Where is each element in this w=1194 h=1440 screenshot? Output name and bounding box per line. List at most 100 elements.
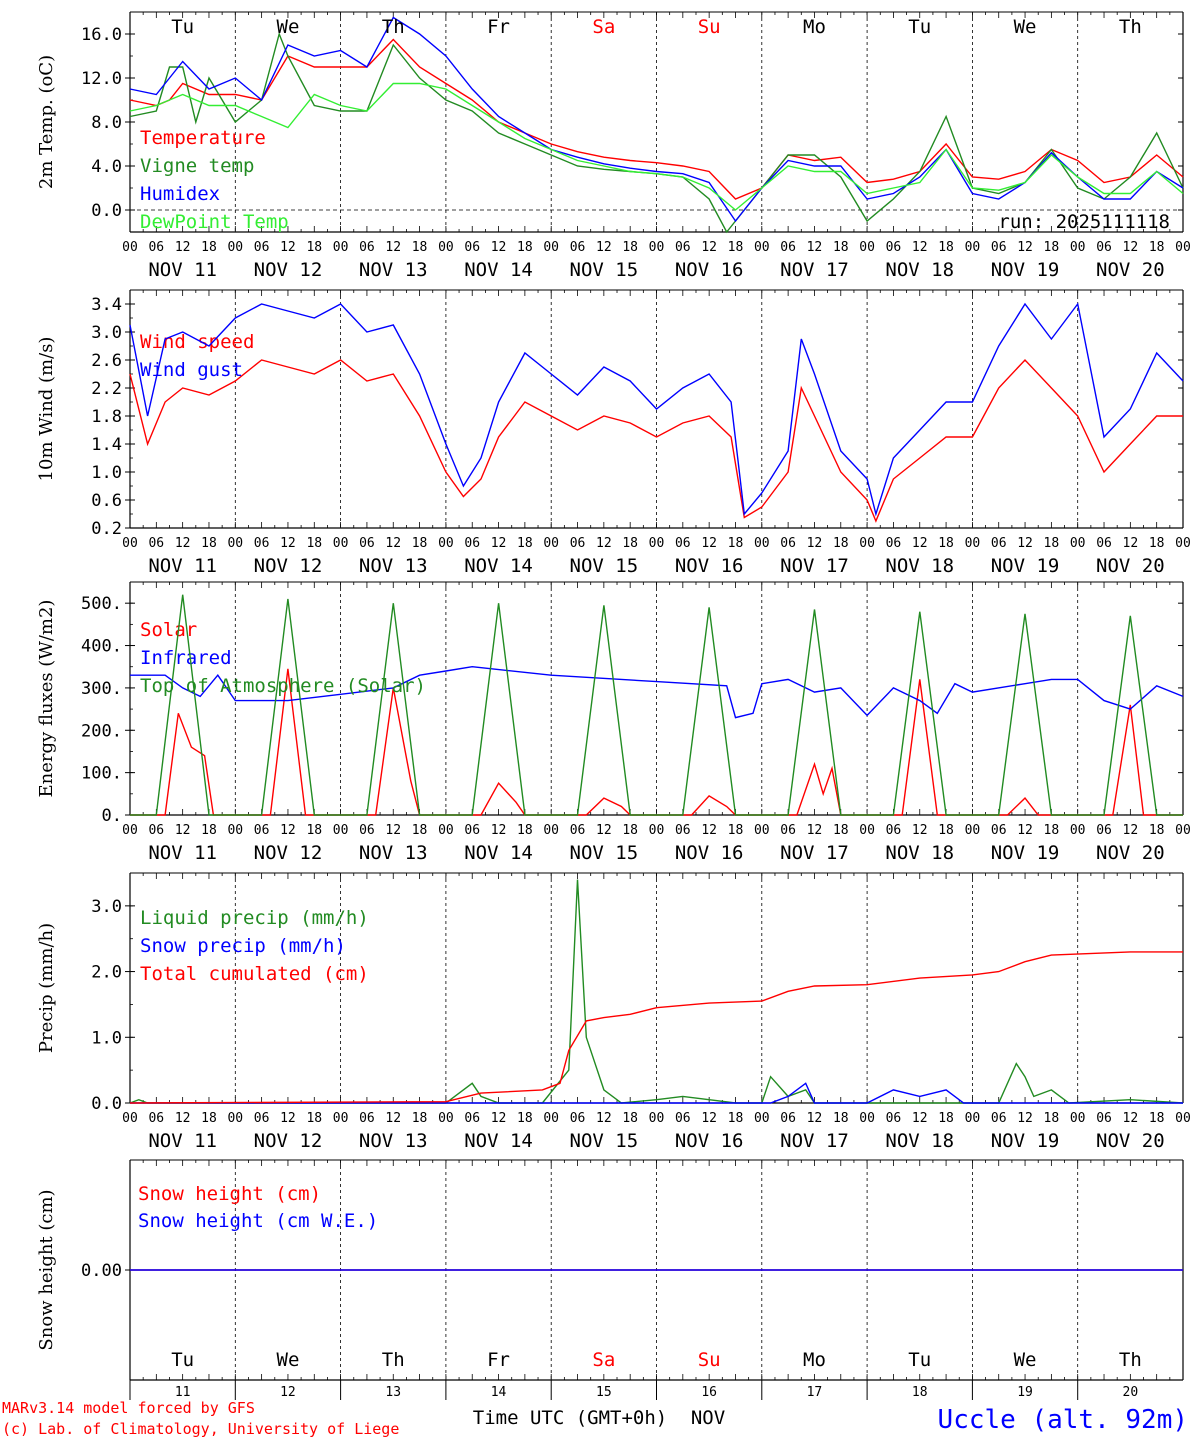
hour-tick-label: 06 [464,1111,480,1126]
hour-tick-label: 18 [938,536,954,551]
day-label: NOV 18 [885,259,954,281]
hour-tick-label: 18 [938,1111,954,1126]
hour-tick-label: 18 [833,823,849,838]
hour-tick-label: 18 [622,536,638,551]
day-number: 16 [701,1385,717,1400]
hour-tick-label: 12 [596,536,612,551]
hour-tick-label: 18 [412,536,428,551]
day-label: NOV 14 [464,842,533,864]
y-tick-label: 1.8 [91,407,122,427]
hour-tick-label: 12 [1017,240,1033,255]
legend-entry: Vigne temp [140,155,254,177]
hour-tick-label: 00 [1070,240,1086,255]
hour-tick-label: 06 [254,1111,270,1126]
y-axis-label: 2m Temp. (oC) [36,55,57,189]
y-tick-label: 0.00 [81,1261,122,1281]
series-line [129,358,1183,523]
hour-tick-label: 12 [807,240,823,255]
day-label: NOV 15 [570,1130,639,1152]
run-label: run: 2025111118 [998,211,1170,233]
hour-tick-label: 06 [991,823,1007,838]
legend-entry: Humidex [140,183,220,205]
hour-tick-label: 12 [701,536,717,551]
station-label: Uccle (alt. 92m) [938,1405,1188,1435]
hour-tick-label: 18 [938,240,954,255]
day-label: NOV 18 [885,842,954,864]
hour-tick-label: 00 [965,536,981,551]
hour-tick-label: 00 [965,823,981,838]
weekday-label: We [1014,1349,1037,1371]
hour-tick-label: 06 [780,823,796,838]
weekday-label: Tu [171,1349,194,1371]
y-tick-label: 0.2 [91,519,122,539]
legend-entry: Infrared [140,647,232,669]
day-label: NOV 12 [254,259,323,281]
day-label: NOV 15 [570,259,639,281]
day-label: NOV 19 [991,259,1060,281]
weekday-label: Su [698,1349,721,1371]
hour-tick-label: 12 [1123,240,1139,255]
weekday-label: Sa [592,16,615,38]
day-label: NOV 20 [1096,259,1165,281]
y-axis-label: Energy fluxes (W/m2) [36,600,57,798]
hour-tick-label: 00 [649,240,665,255]
series-line [130,1082,1183,1104]
hour-tick-label: 00 [227,536,243,551]
credit-line-2: (c) Lab. of Climatology, University of L… [2,1420,399,1438]
weekday-label: Su [698,16,721,38]
hour-tick-label: 18 [306,823,322,838]
hour-tick-label: 06 [570,536,586,551]
day-label: NOV 12 [254,555,323,577]
hour-tick-label: 06 [570,1111,586,1126]
weekday-label: We [1014,16,1037,38]
hour-tick-label: 18 [306,1111,322,1126]
hour-tick-label: 00 [859,240,875,255]
day-label: NOV 11 [148,842,217,864]
hour-tick-label: 06 [148,1111,164,1126]
series-line [129,31,1184,234]
month-label: NOV [691,1407,725,1429]
hour-tick-label: 06 [886,1111,902,1126]
day-label: NOV 20 [1096,555,1165,577]
hour-tick-label: 12 [912,1111,928,1126]
series-line [129,879,1184,1104]
hour-tick-label: 06 [570,240,586,255]
day-label: NOV 12 [254,842,323,864]
hour-tick-label: 18 [412,823,428,838]
y-axis-label: Snow height (cm) [36,1189,57,1350]
day-label: NOV 13 [359,555,428,577]
series-line [130,594,1183,816]
hour-tick-label: 12 [701,1111,717,1126]
y-tick-label: 0.0 [91,1094,122,1114]
hour-tick-label: 06 [1096,1111,1112,1126]
hour-tick-label: 00 [965,240,981,255]
hour-tick-label: 00 [859,823,875,838]
day-label: NOV 11 [148,1130,217,1152]
y-tick-label: 300. [81,679,122,699]
hour-tick-label: 00 [333,240,349,255]
y-tick-label: 100. [81,764,122,784]
y-tick-label: 3.0 [91,323,122,343]
day-label: NOV 17 [780,842,849,864]
hour-tick-label: 18 [833,536,849,551]
hour-tick-label: 06 [675,536,691,551]
day-number: 13 [385,1385,401,1400]
hour-tick-label: 00 [438,823,454,838]
hour-tick-label: 18 [517,240,533,255]
day-label: NOV 17 [780,259,849,281]
hour-tick-label: 12 [701,823,717,838]
hour-tick-label: 12 [280,240,296,255]
hour-tick-label: 06 [148,536,164,551]
hour-tick-label: 18 [1149,1111,1165,1126]
hour-tick-label: 06 [359,1111,375,1126]
series-line [129,16,1184,223]
hour-tick-label: 18 [622,823,638,838]
hour-tick-label: 12 [385,823,401,838]
hour-tick-label: 12 [491,536,507,551]
hour-tick-label: 18 [201,536,217,551]
hour-tick-label: 00 [754,240,770,255]
weekday-label: Th [1119,16,1142,38]
hour-tick-label: 00 [1070,1111,1086,1126]
hour-tick-label: 18 [201,240,217,255]
day-number: 17 [807,1385,823,1400]
